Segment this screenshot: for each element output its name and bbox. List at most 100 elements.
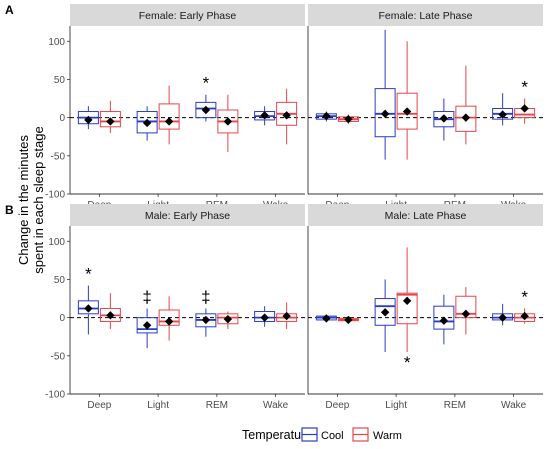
- panel-B-1: Male: Early Phase Deep * Light ‡ REM ‡ Wake: [69, 204, 305, 411]
- box-warm-wake: [276, 88, 298, 145]
- mean-marker: [223, 117, 233, 126]
- panel-A-1: Female: Early PhaseDeepLightREM*Wake: [69, 4, 305, 211]
- box-warm-rem: [455, 287, 477, 335]
- x-tick-label: Light: [147, 400, 169, 411]
- box-cool-wake: [492, 93, 514, 126]
- mean-marker: [344, 114, 353, 124]
- group-light: Light: [374, 29, 418, 211]
- legend-item-warm: Warm: [352, 427, 402, 442]
- group-deep: Deep: [315, 314, 359, 411]
- legend-label-cool: Cool: [321, 430, 344, 442]
- legend-label-warm: Warm: [373, 430, 402, 442]
- box-cool-wake: [254, 306, 276, 327]
- mean-marker: [164, 317, 174, 326]
- box-warm-wake: *: [514, 78, 536, 124]
- mean-marker: [402, 107, 412, 116]
- group-rem: REM: [433, 65, 477, 211]
- significance-marker: *: [521, 78, 528, 97]
- mean-marker: [142, 321, 152, 330]
- box-warm-deep: [99, 293, 121, 330]
- y-axis-title-line1: Change in the minutes: [16, 134, 31, 265]
- box-warm-rem: [455, 65, 477, 145]
- panel-strip: [70, 204, 305, 226]
- row-A: A -100 -50 0 50 100 Female: Early Phase Deep Lig…: [5, 3, 543, 211]
- box-cool-deep: [315, 314, 337, 323]
- mean-marker: [322, 314, 331, 323]
- mean-marker: [223, 314, 233, 324]
- mean-marker: [106, 311, 115, 320]
- group-wake: Wake: [254, 302, 298, 411]
- box-cool-deep: [77, 106, 99, 130]
- box-cool-light: [136, 106, 158, 141]
- box-iqr: [455, 105, 477, 132]
- mean-marker: [84, 115, 93, 125]
- significance-marker: *: [521, 287, 528, 306]
- panel-tag-B: B: [5, 203, 14, 217]
- y-axis-title-line2: spent in each sleep stage: [31, 126, 46, 273]
- mean-marker: [282, 111, 291, 120]
- mean-marker: [439, 114, 449, 123]
- mean-marker: [322, 111, 331, 121]
- significance-marker: ‡: [201, 287, 210, 306]
- chart-rows: Change in the minutesspent in each sleep…: [5, 3, 543, 411]
- panel-B-2: Male: Late Phase Deep Light * REM Wake *: [307, 204, 543, 411]
- box-cool-light: ‡: [136, 287, 158, 349]
- group-wake: Wake*: [492, 78, 536, 211]
- y-tick-label: 50: [54, 75, 66, 86]
- legend-title: Temperature: [242, 428, 312, 442]
- box-warm-deep: [337, 315, 359, 325]
- group-rem: REM*: [195, 74, 239, 211]
- mean-marker: [402, 296, 412, 306]
- box-cool-rem: [433, 294, 455, 345]
- mean-marker: [201, 105, 211, 115]
- mean-marker: [282, 311, 291, 321]
- box-cool-deep: [315, 111, 337, 122]
- y-tick-label: -50: [51, 151, 66, 162]
- mean-marker: [498, 313, 507, 322]
- box-iqr: [158, 103, 180, 130]
- significance-marker: ‡: [142, 287, 151, 306]
- mean-marker: [260, 313, 269, 322]
- group-deep: Deep: [315, 111, 359, 211]
- box-warm-rem: [217, 311, 239, 330]
- mean-marker: [439, 316, 449, 325]
- mean-marker: [380, 308, 390, 317]
- legend: Temperature Cool Warm: [242, 427, 402, 442]
- box-warm-light: [396, 41, 418, 160]
- group-wake: Wake *: [492, 287, 536, 411]
- box-warm-light: [158, 296, 180, 341]
- box-iqr: [433, 305, 455, 330]
- box-cool-light: [374, 29, 396, 160]
- mean-marker: [520, 311, 529, 321]
- y-axis-title: Change in the minutesspent in each sleep…: [16, 126, 46, 273]
- box-iqr: [396, 92, 418, 130]
- mean-marker: [164, 117, 174, 126]
- panel-strip: [70, 4, 305, 26]
- panel-title: Male: Early Phase: [145, 210, 230, 222]
- panel-A-2: Female: Late Phase Deep Light REM Wake*: [307, 4, 543, 211]
- significance-marker: *: [85, 265, 92, 284]
- box-warm-rem: [217, 94, 239, 152]
- group-deep: Deep *: [77, 265, 121, 411]
- y-tick-label: 100: [48, 37, 65, 48]
- mean-marker: [142, 118, 152, 128]
- mean-marker: [344, 315, 353, 325]
- panel-strip: [308, 4, 543, 26]
- group-rem: REM ‡: [195, 287, 239, 411]
- x-tick-label: Wake: [263, 400, 289, 411]
- box-warm-wake: *: [514, 287, 536, 324]
- mean-marker: [461, 113, 471, 122]
- y-tick-label: 50: [54, 275, 66, 286]
- x-tick-label: Wake: [501, 400, 527, 411]
- y-tick-label: -100: [45, 190, 65, 201]
- legend-item-cool: Cool: [301, 427, 344, 442]
- box-iqr: [136, 317, 158, 334]
- box-cool-rem: *: [195, 74, 217, 122]
- box-cool-deep: *: [77, 265, 99, 335]
- mean-marker: [106, 117, 115, 126]
- significance-marker: *: [404, 353, 411, 372]
- box-cool-rem: ‡: [195, 287, 217, 337]
- box-iqr: [77, 300, 99, 315]
- y-tick-label: -100: [45, 390, 65, 401]
